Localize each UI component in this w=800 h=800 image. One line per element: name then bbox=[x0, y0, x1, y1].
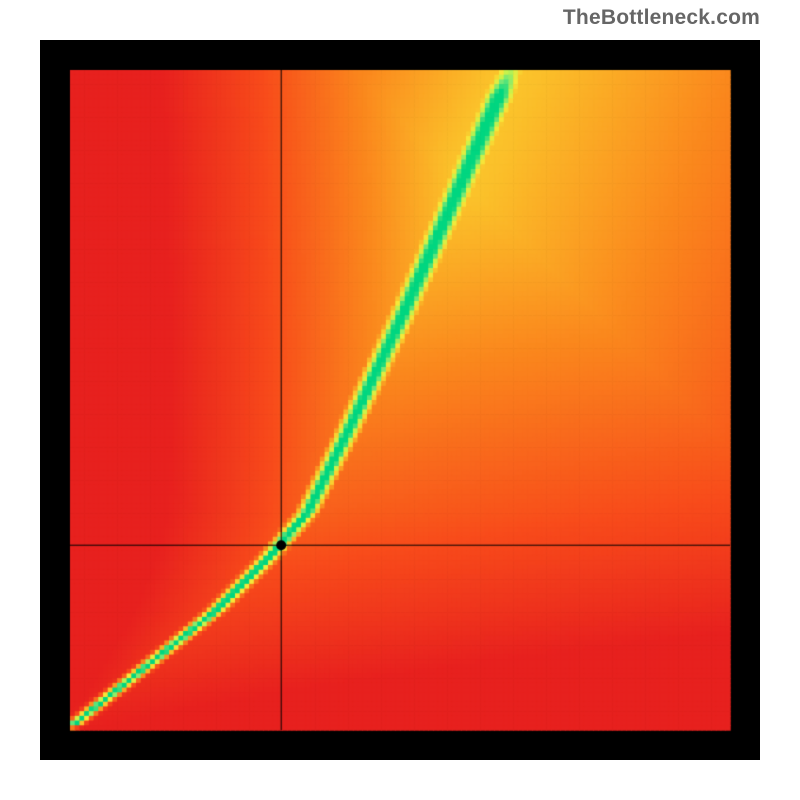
chart-frame bbox=[40, 40, 760, 760]
watermark-text: TheBottleneck.com bbox=[563, 6, 760, 30]
bottleneck-heatmap bbox=[40, 40, 760, 760]
